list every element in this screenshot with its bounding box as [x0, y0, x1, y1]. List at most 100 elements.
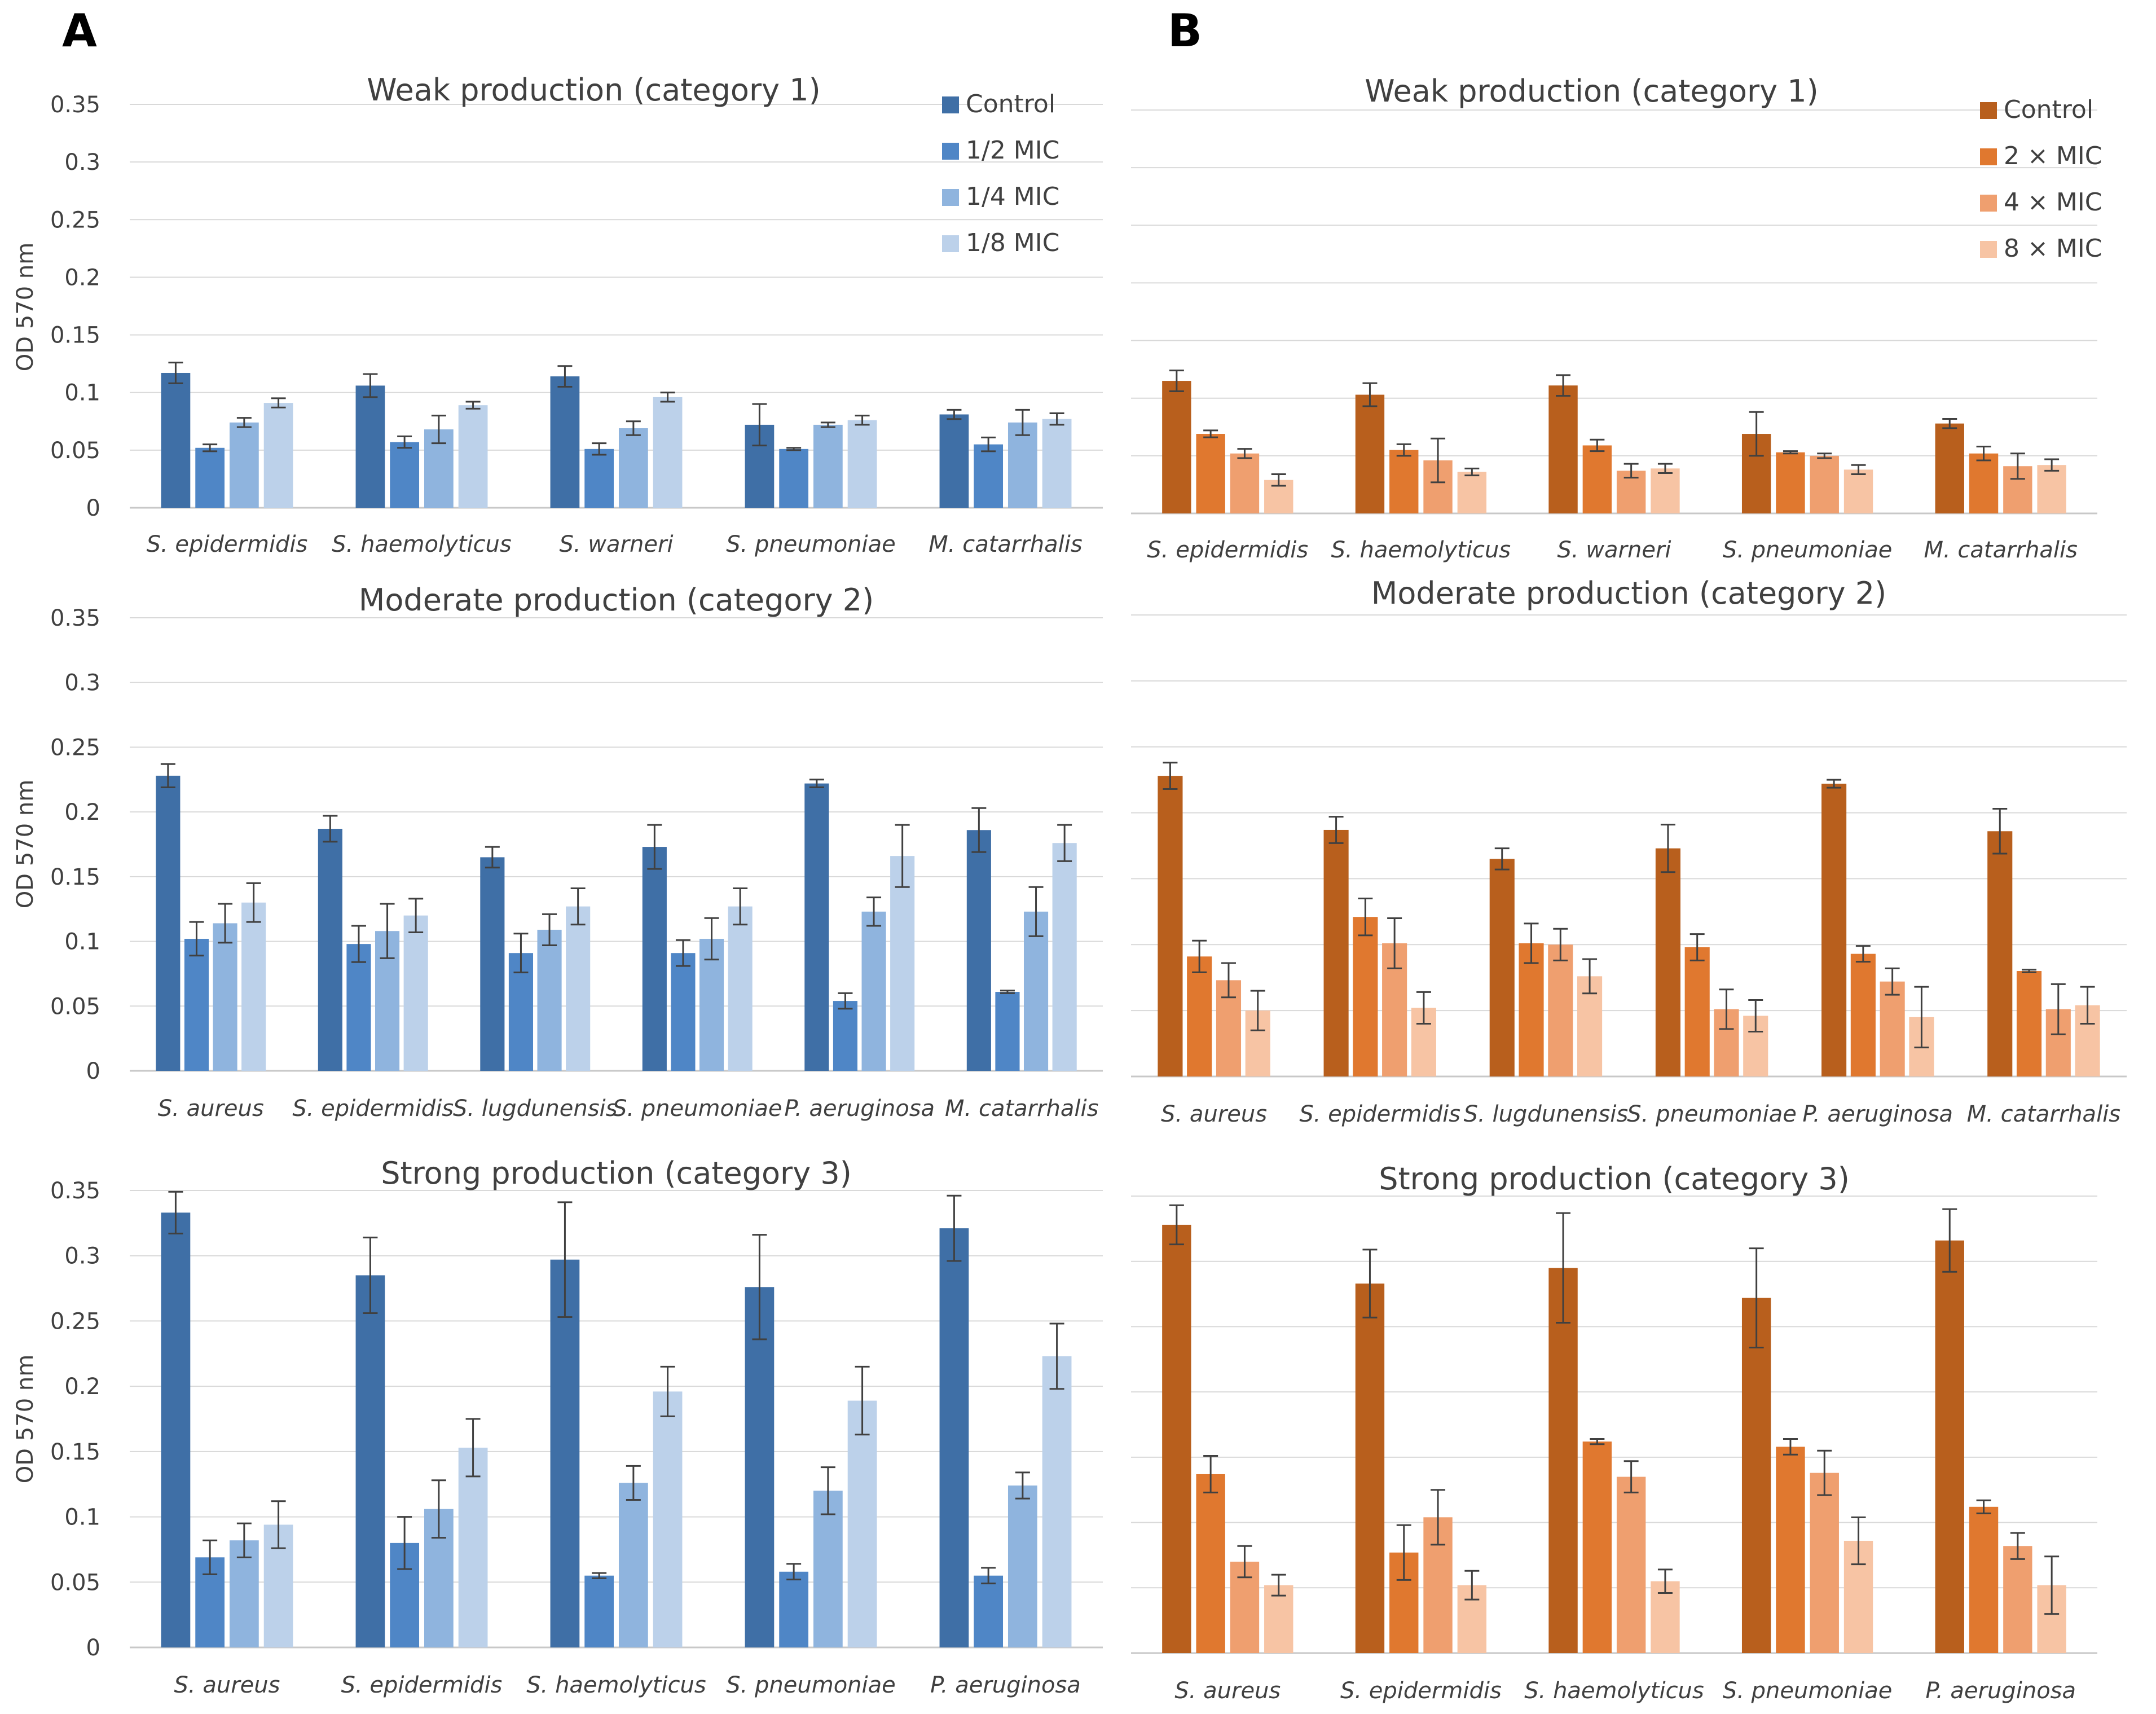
bar-s-pneumoniae-control — [745, 1287, 775, 1647]
chart-title: Strong production (category 3) — [1379, 1161, 1850, 1197]
bar-s-epidermidis-4-mic — [1230, 453, 1260, 513]
bar-s-lugdunensis-control — [480, 857, 505, 1071]
error-bar — [855, 1365, 870, 1436]
bar-s-pneumoniae-control — [1655, 848, 1680, 1076]
y-tick-label: 0.1 — [64, 380, 100, 406]
error-bar — [1582, 958, 1598, 995]
error-bar — [592, 442, 607, 456]
error-bar — [2051, 983, 2066, 1035]
error-bar — [1250, 990, 1265, 1031]
error-bar — [1015, 408, 1030, 436]
error-bar — [351, 925, 366, 963]
error-bar — [1942, 417, 1957, 429]
error-bar — [2044, 458, 2060, 472]
error-bar — [675, 939, 690, 967]
legend-swatch — [1980, 241, 1997, 258]
bar-s-aureus-1-4-mic — [229, 1540, 259, 1647]
category-label: P. aeruginosa — [930, 1672, 1081, 1698]
error-bar — [647, 824, 662, 870]
bar-s-warneri-control — [1548, 385, 1578, 513]
legend-swatch — [1980, 195, 1997, 212]
bar-m-catarrhalis-control — [966, 830, 991, 1071]
error-bar — [431, 1479, 446, 1539]
bar-p-aeruginosa-4-mic — [2003, 1546, 2032, 1653]
error-bar — [1748, 999, 1763, 1033]
bar-p-aeruginosa-control — [939, 1228, 969, 1647]
error-bar — [1689, 933, 1705, 961]
category-label: M. catarrhalis — [1924, 537, 2077, 563]
error-bar — [1028, 886, 1044, 937]
bar-m-catarrhalis-2-mic — [1969, 453, 1999, 513]
bar-s-warneri-control — [550, 376, 580, 508]
error-bar — [1431, 1489, 1446, 1546]
error-bar — [733, 887, 748, 926]
bar-p-aeruginosa-control — [1821, 784, 1847, 1076]
bar-s-epidermidis-1-2-mic — [195, 447, 225, 508]
category-label: S. epidermidis — [1299, 1101, 1460, 1127]
error-bar — [2080, 986, 2095, 1025]
error-bar — [820, 1466, 835, 1515]
error-bar — [2010, 452, 2025, 480]
bar-s-pneumoniae-8-mic — [1843, 469, 1873, 513]
bar-p-aeruginosa-1-8-mic — [890, 856, 915, 1071]
bar-p-aeruginosa-1-2-mic — [833, 1001, 858, 1071]
y-tick-label: 0.35 — [50, 92, 100, 118]
category-label: S. aureus — [174, 1672, 280, 1698]
chart-title: Moderate production (category 2) — [359, 582, 874, 618]
panel-label-b: B — [1168, 5, 1202, 57]
error-bar — [1271, 1574, 1286, 1597]
chart-title: Moderate production (category 2) — [1371, 575, 1886, 611]
error-bar — [809, 779, 824, 789]
error-bar — [431, 415, 446, 445]
y-tick-label: 0.15 — [50, 864, 100, 890]
bar-s-pneumoniae-4-mic — [1810, 1473, 1839, 1653]
bar-m-catarrhalis-1-4-mic — [1023, 911, 1049, 1071]
legend-swatch — [1980, 102, 1997, 119]
legend-swatch — [942, 143, 959, 160]
y-axis-label: OD 570 nm — [12, 1355, 38, 1483]
bar-s-epidermidis-control — [1355, 1284, 1385, 1653]
category-label: P. aeruginosa — [784, 1096, 935, 1122]
error-bar — [408, 898, 424, 934]
error-bar — [1203, 429, 1218, 438]
error-bar — [570, 887, 586, 926]
error-bar — [1328, 816, 1344, 844]
legend-swatch — [942, 96, 959, 113]
error-bar — [160, 763, 175, 789]
error-bar — [1000, 990, 1015, 994]
bar-s-pneumoniae-2-mic — [1684, 947, 1710, 1076]
error-bar — [866, 896, 882, 927]
error-bar — [1783, 1438, 1798, 1456]
error-bar — [1057, 824, 1072, 862]
error-bar — [752, 1234, 767, 1341]
error-bar — [1237, 1545, 1252, 1579]
bar-s-warneri-2-mic — [1582, 445, 1612, 513]
error-bar — [1657, 463, 1673, 474]
category-label: S. pneumoniae — [726, 1672, 896, 1698]
bar-s-aureus-8-mic — [1264, 1585, 1293, 1653]
error-bar — [1396, 443, 1411, 457]
y-tick-label: 0.1 — [64, 1505, 100, 1531]
error-bar — [1556, 374, 1571, 397]
bar-s-epidermidis-control — [1323, 829, 1349, 1076]
bar-s-haemolyticus-control — [550, 1259, 580, 1647]
bar-m-catarrhalis-1-8-mic — [1042, 419, 1072, 508]
chart-b-3: Strong production (category 3) S. aureus S… — [1131, 1161, 2097, 1704]
bar-m-catarrhalis-1-4-mic — [1007, 422, 1037, 508]
error-bar — [1657, 1568, 1673, 1594]
error-bar — [1271, 473, 1286, 487]
error-bar — [363, 1236, 378, 1315]
error-bar — [513, 933, 529, 974]
error-bar — [271, 1500, 286, 1549]
bar-s-pneumoniae-1-8-mic — [728, 906, 753, 1071]
legend-label: 8 × MIC — [2004, 234, 2102, 263]
error-bar — [786, 1563, 802, 1581]
bar-s-lugdunensis-4-mic — [1548, 944, 1573, 1076]
y-tick-label: 0.15 — [50, 1439, 100, 1465]
bar-s-lugdunensis-control — [1489, 859, 1515, 1076]
error-bar — [168, 1190, 183, 1234]
y-tick-label: 0 — [86, 1058, 100, 1084]
category-label: P. aeruginosa — [1925, 1678, 2076, 1704]
bar-s-epidermidis-control — [355, 1275, 385, 1647]
legend: Control 1/2 MIC 1/4 MIC 1/8 MIC — [942, 90, 1059, 257]
